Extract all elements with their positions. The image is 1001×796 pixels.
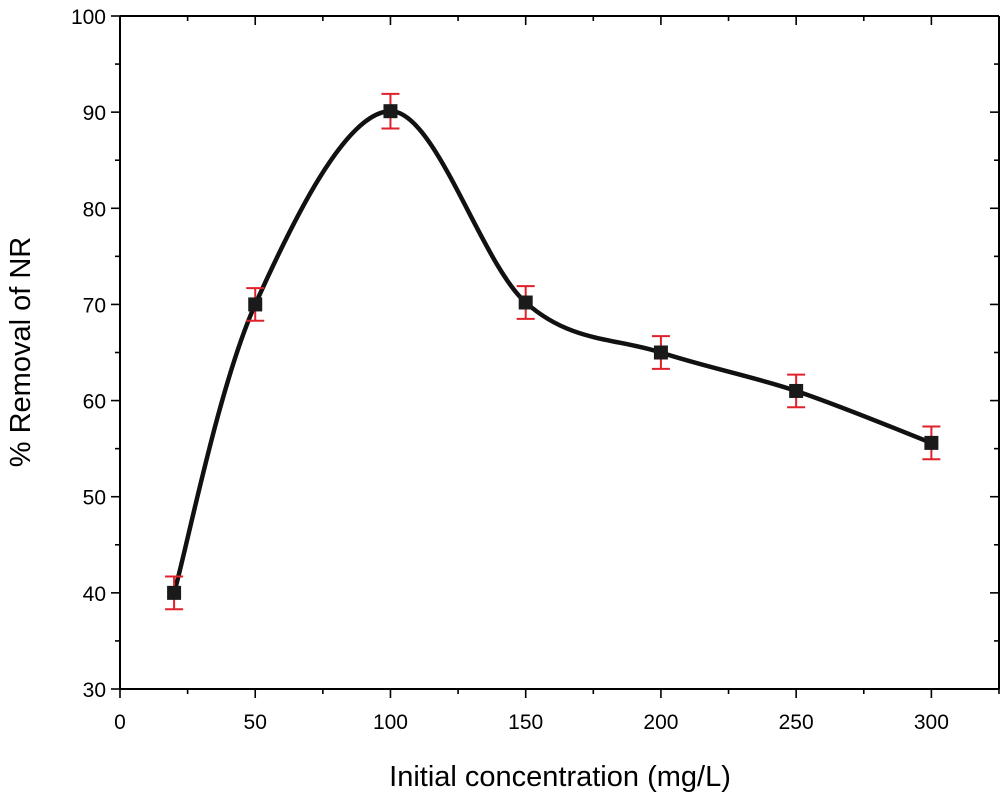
x-tick-label: 50 bbox=[244, 711, 267, 734]
x-tick-label: 100 bbox=[373, 711, 408, 734]
data-point bbox=[167, 585, 182, 600]
y-tick-label: 60 bbox=[83, 391, 106, 414]
axis-ticks bbox=[111, 15, 1000, 698]
y-tick-label: 80 bbox=[83, 198, 106, 221]
plot-area bbox=[119, 15, 1000, 690]
axis-tick-labels: 0 50 100 150 200 250 300 30 40 50 60 70 80 90 100 bbox=[71, 6, 949, 734]
data-point bbox=[653, 345, 668, 360]
y-tick-label: 90 bbox=[83, 102, 106, 125]
y-axis-title: % Removal of NR bbox=[5, 237, 37, 467]
data-point bbox=[383, 104, 398, 119]
y-tick-label: 70 bbox=[83, 294, 106, 317]
x-tick-label: 250 bbox=[779, 711, 814, 734]
x-tick-label: 0 bbox=[114, 711, 126, 734]
data-point bbox=[248, 297, 263, 312]
x-tick-label: 200 bbox=[643, 711, 678, 734]
data-point bbox=[924, 435, 939, 450]
data-point bbox=[789, 383, 804, 398]
y-tick-label: 100 bbox=[71, 6, 106, 29]
data-series bbox=[165, 92, 941, 611]
y-tick-label: 30 bbox=[83, 679, 106, 702]
x-tick-label: 150 bbox=[508, 711, 543, 734]
data-point bbox=[518, 295, 533, 310]
x-axis-title: Initial concentration (mg/L) bbox=[389, 761, 731, 793]
series-line bbox=[171, 108, 934, 596]
y-tick-label: 40 bbox=[83, 583, 106, 606]
x-tick-label: 300 bbox=[914, 711, 949, 734]
y-tick-label: 50 bbox=[83, 487, 106, 510]
